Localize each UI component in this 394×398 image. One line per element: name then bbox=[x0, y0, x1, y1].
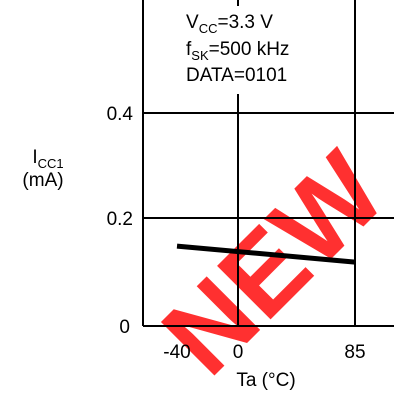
xtick--40: -40 bbox=[163, 342, 190, 363]
annotation-vcc: VCC=3.3 V bbox=[186, 12, 273, 36]
annotation-fsk: fSK=500 kHz bbox=[186, 39, 289, 63]
annotation-data: DATA=0101 bbox=[186, 65, 287, 86]
xtick-85: 85 bbox=[344, 342, 365, 363]
annotation-box bbox=[176, 6, 312, 94]
ytick-0.4: 0.4 bbox=[107, 104, 134, 125]
x-axis-label: Ta (°C) bbox=[236, 370, 295, 391]
y-axis-label-symbol: ICC1 bbox=[32, 147, 63, 171]
ytick-0: 0 bbox=[119, 317, 130, 338]
xtick-0: 0 bbox=[233, 342, 244, 363]
series-layer bbox=[176, 243, 356, 265]
y-axis-label-unit: (mA) bbox=[22, 170, 63, 191]
ytick-0.2: 0.2 bbox=[107, 209, 133, 230]
series-line-0 bbox=[176, 243, 356, 265]
